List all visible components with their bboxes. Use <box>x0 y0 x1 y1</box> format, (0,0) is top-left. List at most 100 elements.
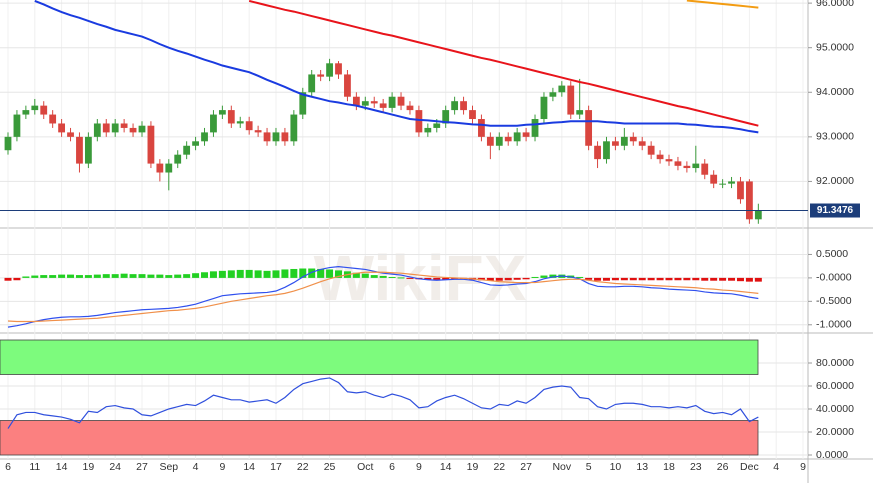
x-tick-label: 6 <box>5 461 11 473</box>
x-tick-label: 19 <box>83 461 95 473</box>
candle-body <box>129 127 137 133</box>
candle-body <box>352 96 360 106</box>
histogram-bar <box>406 277 414 279</box>
histogram-bar <box>299 268 307 278</box>
y-tick-label: -0.5000 <box>816 295 852 307</box>
y-tick-label: 96.0000 <box>816 0 854 9</box>
plot-area <box>4 266 762 328</box>
candle-body <box>415 110 423 133</box>
candle-body <box>683 165 691 169</box>
histogram-bar <box>67 274 75 278</box>
candle-body <box>585 110 593 146</box>
candle-body <box>522 132 530 137</box>
candle-body <box>495 136 503 146</box>
candle-body <box>567 85 575 115</box>
x-tick-label: 25 <box>324 461 336 473</box>
histogram-bar <box>692 277 700 281</box>
x-tick-label: 18 <box>663 461 675 473</box>
zone-band <box>0 339 759 375</box>
candle-body <box>719 183 727 185</box>
candle-body <box>40 105 48 115</box>
histogram-bar <box>111 274 119 278</box>
x-tick-label: 22 <box>493 461 505 473</box>
histogram-bar <box>683 277 691 281</box>
candle-body <box>111 123 119 133</box>
candle-body <box>728 181 735 184</box>
x-tick-label: 19 <box>467 461 479 473</box>
plot-area <box>0 339 759 456</box>
histogram-bar <box>40 275 48 278</box>
x-tick-label: 27 <box>520 461 532 473</box>
candle-body <box>218 110 226 115</box>
histogram-bar <box>486 277 494 281</box>
candle-body <box>290 114 298 142</box>
histogram-bar <box>433 277 441 280</box>
series-line <box>34 0 759 134</box>
y-tick-label: 92.0000 <box>816 175 854 187</box>
histogram-bar <box>317 268 325 278</box>
series-line <box>686 0 759 9</box>
candle-body <box>281 132 289 142</box>
candle-body <box>138 125 146 133</box>
series-line <box>7 266 759 328</box>
candle-body <box>370 101 378 104</box>
x-tick-label: 5 <box>586 461 592 473</box>
candle-body <box>263 132 271 142</box>
candle-body <box>147 125 155 164</box>
histogram-bar <box>611 277 619 281</box>
candle-body <box>227 110 235 124</box>
histogram-bar <box>201 272 209 278</box>
histogram-bar <box>174 274 182 278</box>
candle-body <box>442 110 450 124</box>
histogram-bar <box>326 269 334 278</box>
histogram-bar <box>620 277 628 281</box>
histogram-bar <box>647 277 655 281</box>
candle-body <box>460 101 467 111</box>
candle-body <box>344 74 351 97</box>
x-tick-label: Dec <box>740 461 759 473</box>
candle-body <box>49 114 57 124</box>
y-tick-label: -0.0000 <box>816 272 852 284</box>
histogram-bar <box>710 277 718 281</box>
histogram-bar <box>290 268 298 278</box>
histogram-bar <box>129 274 137 278</box>
candle-body <box>67 132 74 137</box>
x-tick-label: 23 <box>690 461 702 473</box>
histogram-bar <box>263 270 271 278</box>
histogram-bar <box>31 275 39 278</box>
candle-body <box>13 114 21 137</box>
histogram-bar <box>397 277 405 279</box>
candle-body <box>549 92 557 97</box>
price-label: 91.3476 <box>817 205 854 216</box>
x-tick-label: 9 <box>219 461 225 473</box>
histogram-bar <box>576 276 584 278</box>
candle-body <box>558 85 566 93</box>
candle-body <box>754 210 762 220</box>
histogram-bar <box>335 270 343 278</box>
histogram-bar <box>361 273 369 278</box>
x-tick-label: 14 <box>440 461 452 473</box>
histogram-bar <box>272 270 280 278</box>
histogram-bar <box>549 274 557 278</box>
histogram-bar <box>75 275 83 278</box>
histogram-bar <box>719 277 727 281</box>
histogram-bar <box>495 277 503 281</box>
candle-body <box>469 110 476 120</box>
candle-body <box>299 92 307 115</box>
histogram-bar <box>147 274 155 278</box>
candle-body <box>102 123 110 133</box>
candle-body <box>424 127 432 133</box>
y-tick-label: 0.5000 <box>816 248 848 260</box>
histogram-bar <box>218 270 226 278</box>
candle-body <box>710 174 718 184</box>
histogram-bar <box>22 276 30 278</box>
candle-body <box>406 105 414 111</box>
candle-body <box>192 141 199 146</box>
x-tick-label: 11 <box>29 461 40 473</box>
candle-body <box>183 145 191 155</box>
candle-body <box>165 163 173 173</box>
histogram-bar <box>701 277 709 281</box>
candle-body <box>665 159 673 162</box>
histogram-bar <box>388 276 396 278</box>
